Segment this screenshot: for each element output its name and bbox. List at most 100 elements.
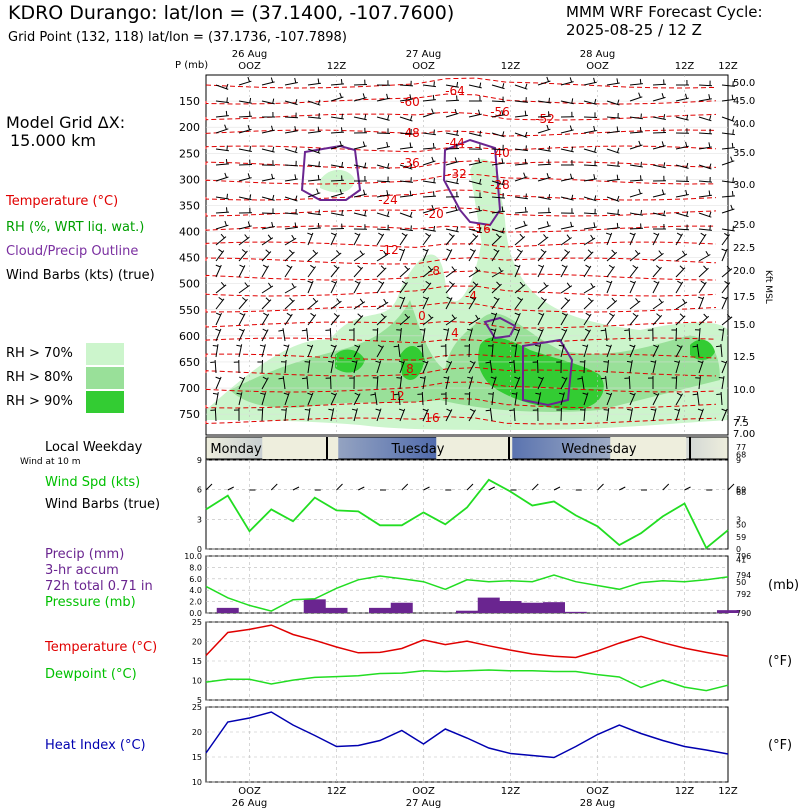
wind-barb-flag xyxy=(317,147,321,153)
wind-barb xyxy=(306,375,309,390)
wind-barb xyxy=(468,228,482,234)
precip-bar xyxy=(216,607,239,613)
wind-barb-flag xyxy=(454,109,458,115)
rh-legend-swatch xyxy=(86,367,124,389)
temperature-label: -4 xyxy=(465,289,477,303)
temperature-isoline xyxy=(205,160,717,169)
wind-barb-flag xyxy=(307,280,313,284)
wind-barb xyxy=(330,212,344,216)
wind-barb-flag xyxy=(616,195,620,201)
wind-barb xyxy=(675,345,683,358)
temp-right-tick: 41 xyxy=(736,556,746,565)
wind-barb-flag xyxy=(658,250,663,255)
wind-barb-flag xyxy=(730,204,733,210)
wind-panel-frame xyxy=(205,459,729,550)
wind-barb-flag xyxy=(548,145,551,151)
wind-barb-flag xyxy=(304,409,310,411)
wind-barb-flag xyxy=(249,194,252,200)
wind-barb-flag xyxy=(295,195,298,201)
wind-barb-flag xyxy=(431,204,434,210)
wind-barb-flag xyxy=(341,161,344,167)
wind-barb xyxy=(307,392,314,406)
pressure-right-tick: 792 xyxy=(736,590,751,599)
wind-barb-flag xyxy=(700,232,706,237)
heat-right-tick: 59 xyxy=(736,533,746,542)
wind-barb-flag xyxy=(224,172,227,178)
wind-barb-flag xyxy=(220,233,225,239)
wind-barb xyxy=(445,268,457,278)
wind-barb xyxy=(284,148,298,154)
wind-barb xyxy=(376,301,389,310)
wind-barb-flag xyxy=(517,248,522,253)
temperature-isoline xyxy=(205,381,717,393)
wind-barb-flag xyxy=(226,97,228,103)
wind-barb-flag xyxy=(241,249,247,253)
wind-barb xyxy=(606,232,613,246)
time-tick-label: OOZ xyxy=(586,61,609,72)
wind-barb-flag xyxy=(271,125,274,131)
dewpoint-label: Dewpoint (°C) xyxy=(45,667,137,682)
wind-barb-flag xyxy=(330,344,336,348)
wind-barb-flag xyxy=(705,250,709,256)
wind-barb-flag xyxy=(571,98,574,104)
wind-barb-flag xyxy=(317,78,320,84)
wind-barb-flag xyxy=(590,234,594,240)
wind-barb-flag xyxy=(451,266,456,271)
wind-barb xyxy=(537,265,545,278)
wind-barb xyxy=(514,236,526,246)
wind-barb-flag xyxy=(524,131,528,137)
precip-panel-left-tick: 2.0 xyxy=(189,598,202,607)
wind-barb-flag xyxy=(634,249,639,255)
wind-barb-flag xyxy=(330,232,336,236)
wind-barb xyxy=(629,144,643,150)
wind-barb xyxy=(537,344,541,358)
wind-barb xyxy=(491,312,498,326)
wind-barb-flag xyxy=(653,344,659,348)
wind-barb xyxy=(675,212,689,218)
wind-barb xyxy=(307,212,321,216)
wind-barb xyxy=(721,195,736,198)
legend-cloud: Cloud/Precip Outline xyxy=(6,244,139,259)
wind-barb-flag xyxy=(686,211,689,217)
wind-barb-flag xyxy=(617,209,619,215)
wind-barb-flag xyxy=(616,147,620,153)
wind-barb xyxy=(675,408,681,422)
wind-barb-flag xyxy=(291,282,295,288)
wind-barb-flag xyxy=(561,264,567,268)
wind-barb-flag xyxy=(570,173,573,179)
temperature-label: -20 xyxy=(424,207,444,221)
wind-barb-flag xyxy=(417,345,423,347)
wind-barb-flag xyxy=(519,233,524,239)
altitude-tick-label: 7.00 xyxy=(733,429,755,440)
precip-panel-left-tick: 0.0 xyxy=(189,609,202,618)
wind-barb-flag xyxy=(212,345,218,347)
wind-barb xyxy=(399,328,402,342)
wind-barb-flag xyxy=(495,233,501,238)
wind-barb-flag xyxy=(511,393,517,395)
wind-barb xyxy=(353,408,358,422)
temperature-isoline xyxy=(205,111,717,121)
wind-barb-flag xyxy=(386,190,389,196)
temperature-label: -40 xyxy=(490,146,510,160)
wind-barb-flag xyxy=(546,124,549,130)
wind-barb-flag xyxy=(609,312,614,317)
wind-barb xyxy=(422,84,436,88)
wind-barb xyxy=(583,196,597,202)
wind-barb-flag xyxy=(538,312,544,316)
wind-barb-flag xyxy=(616,126,619,132)
surface-wind-barb xyxy=(619,486,626,491)
wind-barb xyxy=(675,164,689,169)
wind-barb xyxy=(652,252,664,262)
wind-barb-flag xyxy=(674,408,680,411)
wind-barb-flag xyxy=(398,360,404,364)
wind-barb-flag xyxy=(540,297,546,301)
wind-barb xyxy=(307,300,319,310)
wind-barb-flag xyxy=(218,296,224,301)
wind-barb-flag xyxy=(502,179,505,185)
wind-barb xyxy=(261,177,275,182)
wind-barb-flag xyxy=(446,408,452,412)
temperature-label: 0 xyxy=(418,309,426,323)
heat-panel-left-tick: 25 xyxy=(192,703,202,712)
wind-barb-flag xyxy=(454,157,458,163)
wind-barb-flag xyxy=(501,158,504,164)
